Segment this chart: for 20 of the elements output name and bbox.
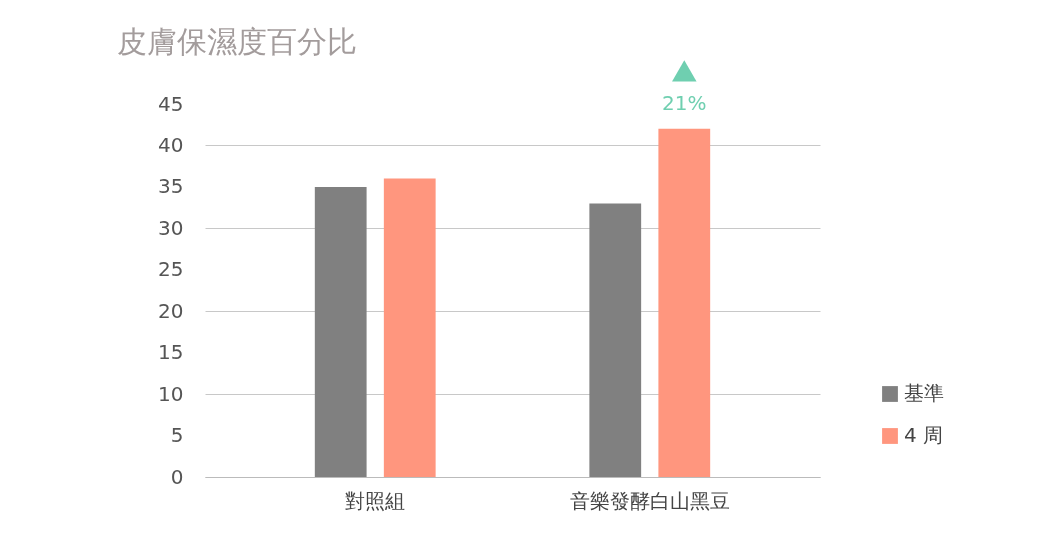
bar [314, 186, 367, 477]
y-tick-label: 20 [158, 298, 184, 323]
y-tick-label: 15 [158, 340, 184, 365]
y-tick-label: 0 [170, 464, 184, 489]
chart-title: 皮膚保濕度百分比 [117, 24, 357, 60]
y-tick-label: 10 [158, 381, 184, 406]
bar [658, 128, 711, 477]
x-tick-label: 音樂發酵白山黑豆 [569, 488, 730, 513]
annotation: 21% [662, 90, 707, 115]
y-tick-label: 30 [158, 215, 184, 240]
y-tick-label: 40 [158, 132, 184, 157]
bar [589, 203, 642, 477]
y-tick-label: 35 [158, 174, 184, 199]
y-tick-label: 5 [170, 423, 184, 448]
legend-label: 基準 [904, 381, 944, 405]
x-tick-label: 對照組 [345, 488, 406, 513]
y-tick-label: 25 [158, 257, 184, 282]
legend-label: 4 周 [904, 423, 944, 447]
bar [383, 178, 436, 477]
y-tick-label: 45 [158, 91, 184, 116]
